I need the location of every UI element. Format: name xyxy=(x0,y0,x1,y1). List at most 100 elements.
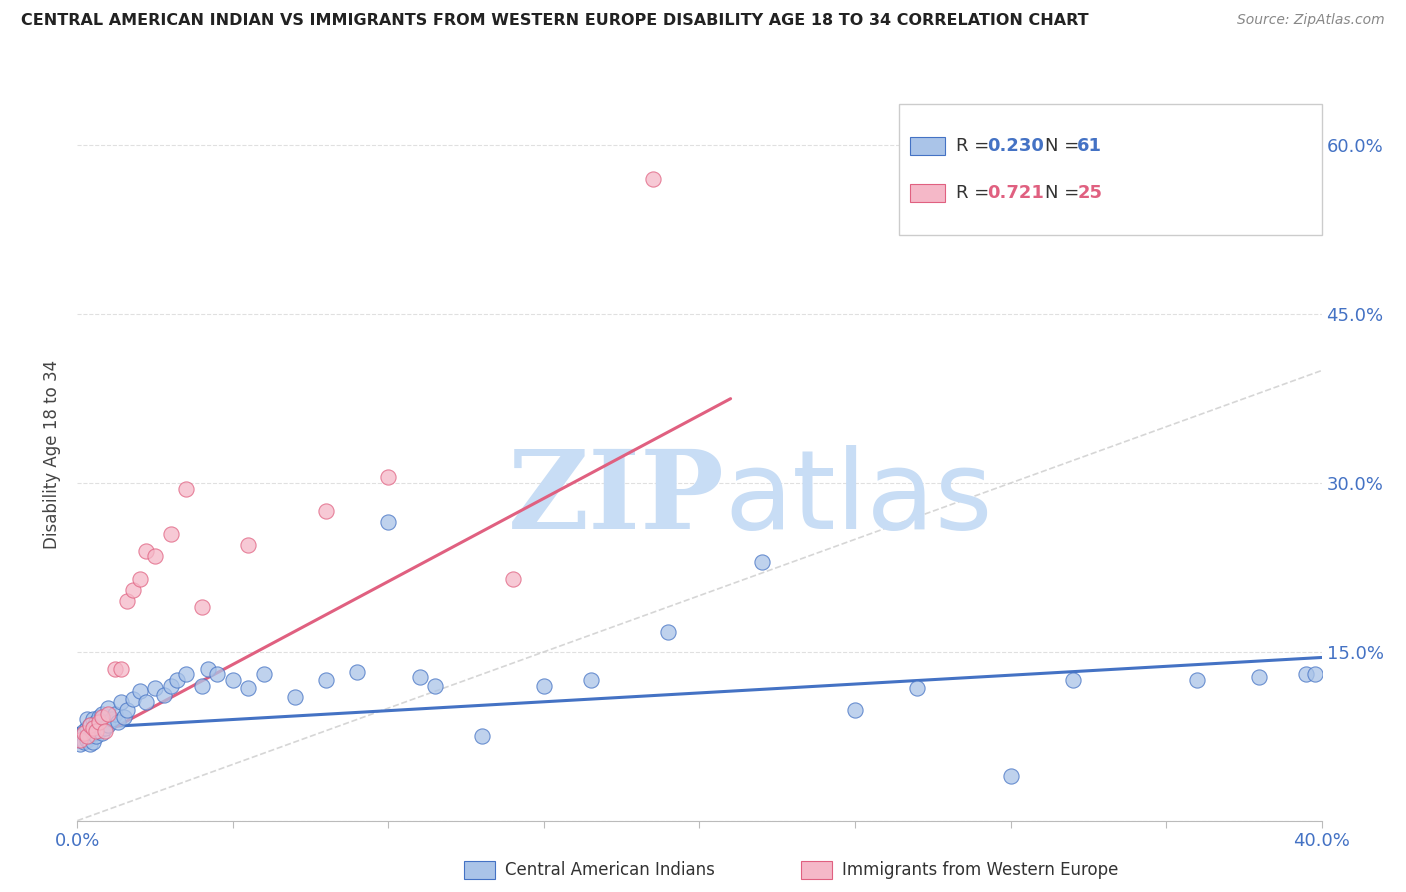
Point xyxy=(97,701,120,715)
Point xyxy=(72,723,94,738)
Point xyxy=(69,737,91,751)
Point xyxy=(91,706,114,721)
Point xyxy=(84,714,107,729)
Point xyxy=(76,722,98,736)
Point xyxy=(91,710,114,724)
Point xyxy=(72,726,94,740)
Point xyxy=(122,692,145,706)
Point xyxy=(110,662,132,676)
Text: N =: N = xyxy=(1045,185,1085,202)
Point xyxy=(657,624,679,639)
Point xyxy=(238,681,260,695)
Point xyxy=(153,688,176,702)
Point xyxy=(87,723,110,738)
Point xyxy=(82,735,104,749)
Y-axis label: Disability Age 18 to 34: Disability Age 18 to 34 xyxy=(44,360,62,549)
Point xyxy=(82,726,104,740)
Point xyxy=(174,482,197,496)
Text: Immigrants from Western Europe: Immigrants from Western Europe xyxy=(842,861,1119,879)
Point xyxy=(82,712,104,726)
Point xyxy=(128,572,150,586)
Point xyxy=(197,662,219,676)
Text: ZIP: ZIP xyxy=(508,445,724,552)
Point xyxy=(1187,673,1209,687)
Point xyxy=(79,718,101,732)
Point xyxy=(94,723,117,738)
Point xyxy=(641,172,664,186)
Point xyxy=(844,703,866,717)
Point xyxy=(87,710,110,724)
Point xyxy=(100,712,122,726)
Point xyxy=(423,679,446,693)
Point xyxy=(87,714,110,729)
Point xyxy=(377,516,399,530)
Text: 61: 61 xyxy=(1077,137,1102,155)
Point xyxy=(159,679,181,693)
Point xyxy=(579,673,602,687)
Text: R =: R = xyxy=(956,185,995,202)
Point xyxy=(84,729,107,743)
Point xyxy=(174,667,197,681)
Point xyxy=(115,703,138,717)
Point xyxy=(91,726,114,740)
Point xyxy=(207,667,229,681)
Point xyxy=(69,729,91,743)
Point xyxy=(1062,673,1084,687)
Point xyxy=(135,543,157,558)
Point xyxy=(76,729,98,743)
Point xyxy=(533,679,555,693)
Point xyxy=(222,673,245,687)
Point xyxy=(191,599,214,614)
Point xyxy=(104,662,127,676)
Text: Source: ZipAtlas.com: Source: ZipAtlas.com xyxy=(1237,13,1385,28)
Point xyxy=(238,538,260,552)
Point xyxy=(315,504,337,518)
Point xyxy=(107,714,129,729)
Point xyxy=(377,470,399,484)
Text: R =: R = xyxy=(956,137,995,155)
Point xyxy=(128,684,150,698)
Text: N =: N = xyxy=(1045,137,1085,155)
Point xyxy=(159,526,181,541)
Point xyxy=(79,718,101,732)
Point xyxy=(110,696,132,710)
Point xyxy=(122,582,145,597)
Point xyxy=(104,706,127,721)
Text: atlas: atlas xyxy=(724,445,993,552)
Text: Central American Indians: Central American Indians xyxy=(505,861,714,879)
Point xyxy=(69,732,91,747)
Point xyxy=(79,737,101,751)
Point xyxy=(76,732,98,747)
Point xyxy=(408,670,430,684)
Point xyxy=(115,594,138,608)
Text: 25: 25 xyxy=(1077,185,1102,202)
Point xyxy=(143,681,166,695)
Point xyxy=(97,718,120,732)
Point xyxy=(143,549,166,564)
Point xyxy=(1000,769,1022,783)
Point xyxy=(502,572,524,586)
Point xyxy=(346,665,368,679)
Text: 0.721: 0.721 xyxy=(987,185,1045,202)
Point xyxy=(1295,667,1317,681)
Point xyxy=(253,667,276,681)
Point xyxy=(1249,670,1271,684)
Point xyxy=(284,690,307,704)
Point xyxy=(905,681,928,695)
Point xyxy=(751,555,773,569)
Point xyxy=(84,723,107,738)
Point xyxy=(166,673,188,687)
Text: CENTRAL AMERICAN INDIAN VS IMMIGRANTS FROM WESTERN EUROPE DISABILITY AGE 18 TO 3: CENTRAL AMERICAN INDIAN VS IMMIGRANTS FR… xyxy=(21,13,1088,29)
Point xyxy=(1305,667,1327,681)
Point xyxy=(97,706,120,721)
Point xyxy=(82,722,104,736)
Point xyxy=(112,710,135,724)
Point xyxy=(191,679,214,693)
Point xyxy=(315,673,337,687)
Point xyxy=(135,696,157,710)
Point xyxy=(94,722,117,736)
Point xyxy=(72,735,94,749)
Point xyxy=(76,712,98,726)
Point xyxy=(79,729,101,743)
Text: 0.230: 0.230 xyxy=(987,137,1045,155)
